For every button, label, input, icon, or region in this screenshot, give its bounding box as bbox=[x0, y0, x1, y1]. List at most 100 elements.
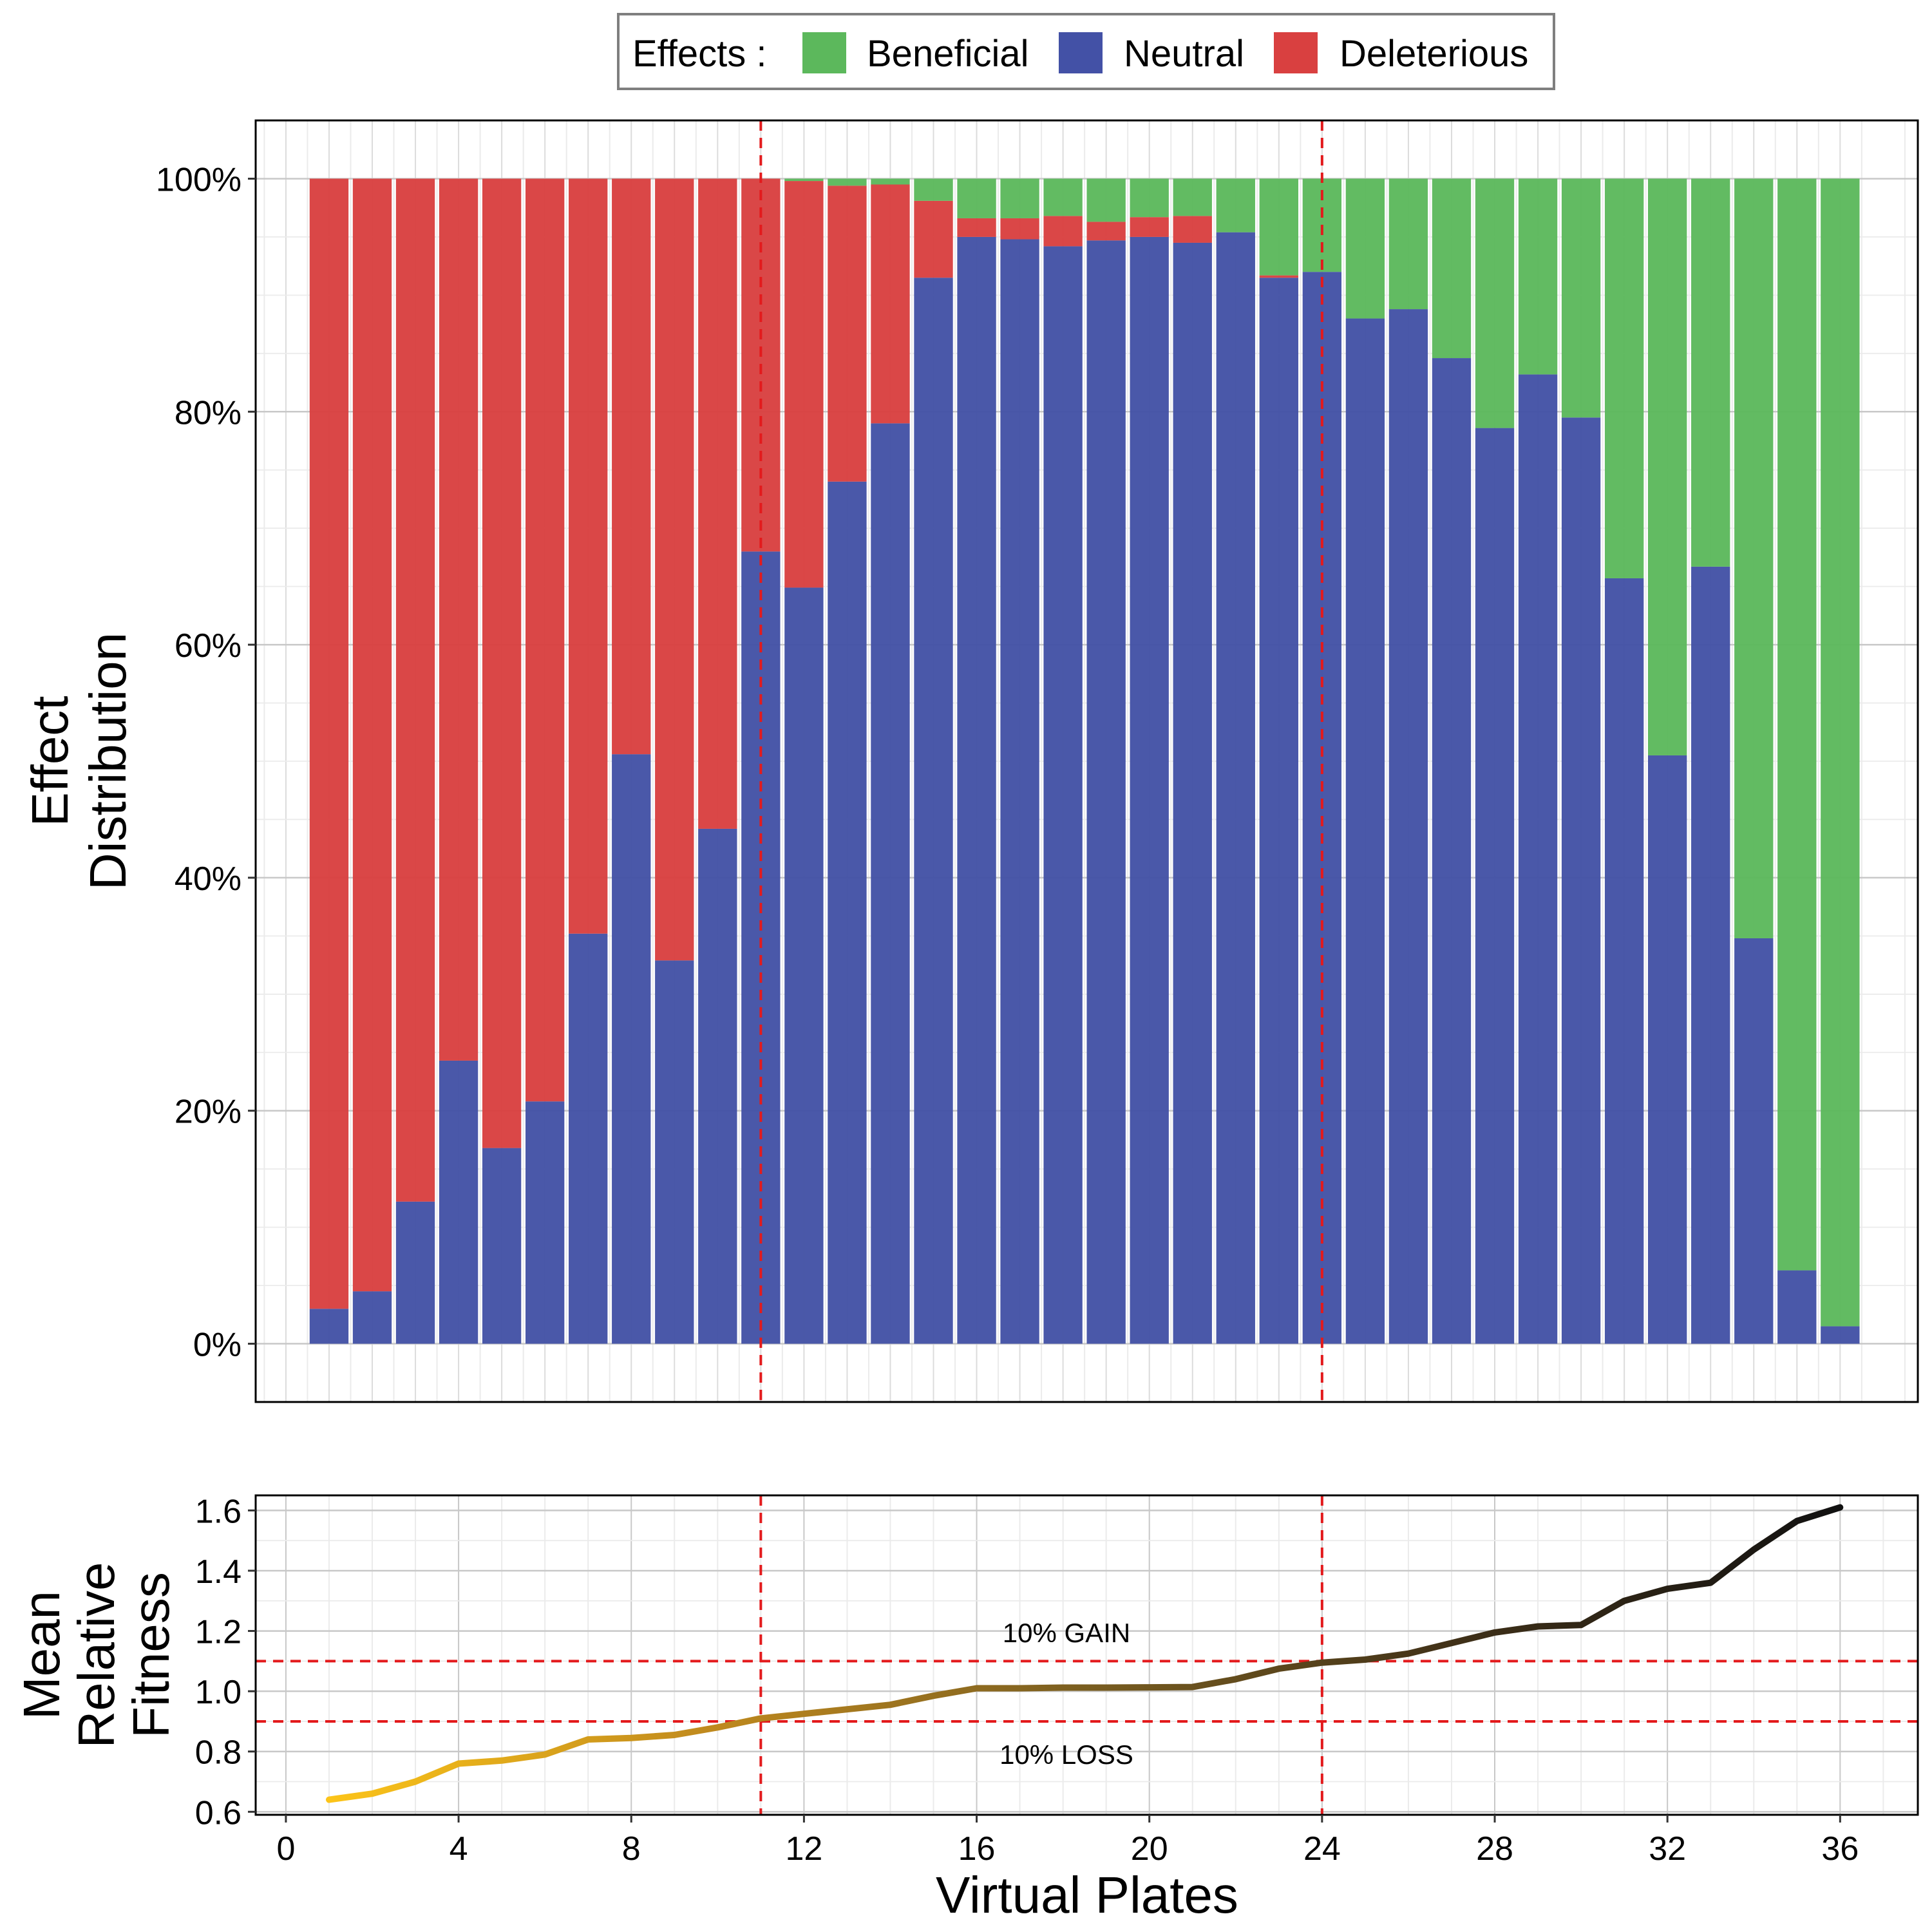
bar-neutral-plate-28 bbox=[1475, 428, 1515, 1344]
x-tick-label: 16 bbox=[958, 1830, 996, 1868]
top-y-axis-title-line2: Distribution bbox=[79, 632, 137, 890]
y-tick-label: 60% bbox=[175, 627, 242, 665]
bar-neutral-plate-7 bbox=[569, 933, 608, 1344]
bar-deleterious-plate-5 bbox=[482, 178, 522, 1148]
bottom-x-ticks: 0 4 8 12 16 20 24 28 32 36 bbox=[276, 1815, 1859, 1868]
top-y-axis-title: Effect Distribution bbox=[21, 632, 137, 890]
bar-neutral-plate-32 bbox=[1648, 755, 1687, 1344]
y-tick-label: 100% bbox=[156, 161, 242, 198]
bar-deleterious-plate-3 bbox=[395, 178, 435, 1202]
bar-beneficial-plate-31 bbox=[1604, 178, 1644, 578]
bar-neutral-plate-13 bbox=[828, 481, 867, 1344]
bar-neutral-plate-3 bbox=[395, 1201, 435, 1344]
bar-neutral-plate-14 bbox=[871, 423, 910, 1344]
legend-swatch-deleterious bbox=[1274, 32, 1318, 73]
bar-beneficial-plate-32 bbox=[1648, 178, 1687, 755]
bottom-panel-background bbox=[256, 1495, 1918, 1815]
bar-deleterious-plate-13 bbox=[828, 185, 867, 482]
bar-deleterious-plate-15 bbox=[914, 200, 953, 278]
y-tick-label: 20% bbox=[175, 1094, 242, 1131]
y-tick-label: 0.6 bbox=[195, 1794, 242, 1832]
bottom-y-axis-title-line2: Relative bbox=[68, 1562, 125, 1748]
x-tick-label: 12 bbox=[785, 1830, 822, 1868]
bar-neutral-plate-27 bbox=[1432, 358, 1472, 1344]
bottom-y-axis-title: Mean Relative Fitness bbox=[13, 1562, 180, 1748]
bar-beneficial-plate-17 bbox=[1000, 178, 1039, 218]
legend-title: Effects : bbox=[632, 33, 766, 75]
bar-deleterious-plate-9 bbox=[655, 178, 694, 961]
y-tick-label: 80% bbox=[175, 394, 242, 431]
bar-deleterious-plate-16 bbox=[957, 218, 996, 237]
bar-beneficial-plate-13 bbox=[828, 178, 867, 186]
bar-neutral-plate-16 bbox=[957, 236, 996, 1344]
x-tick-label: 28 bbox=[1476, 1830, 1513, 1868]
x-tick-label: 36 bbox=[1821, 1830, 1859, 1868]
bar-beneficial-plate-18 bbox=[1043, 178, 1083, 216]
bar-beneficial-plate-34 bbox=[1734, 178, 1774, 938]
bottom-panel-border bbox=[254, 1494, 1919, 1816]
bar-neutral-plate-6 bbox=[525, 1101, 565, 1344]
x-tick-label: 4 bbox=[450, 1830, 468, 1868]
bar-beneficial-plate-20 bbox=[1130, 178, 1169, 218]
bar-neutral-plate-15 bbox=[914, 278, 953, 1344]
bar-neutral-plate-17 bbox=[1000, 239, 1039, 1344]
bottom-reference-lines bbox=[256, 1495, 1918, 1815]
bar-beneficial-plate-28 bbox=[1475, 178, 1515, 428]
y-tick-label: 1.4 bbox=[195, 1553, 242, 1591]
bar-neutral-plate-9 bbox=[655, 960, 694, 1344]
bar-beneficial-plate-15 bbox=[914, 178, 953, 201]
bar-neutral-plate-23 bbox=[1259, 278, 1298, 1344]
mean-relative-fitness-panel: 10% GAIN 10% LOSS 0.6 0.8 1.0 1.2 1.4 1.6 0 4 8… bbox=[13, 1493, 1919, 1924]
bar-beneficial-plate-19 bbox=[1086, 178, 1126, 222]
bar-beneficial-plate-26 bbox=[1388, 178, 1428, 310]
bar-deleterious-plate-4 bbox=[439, 178, 478, 1061]
bar-deleterious-plate-1 bbox=[309, 178, 349, 1309]
bar-neutral-plate-36 bbox=[1821, 1326, 1860, 1344]
bar-deleterious-plate-12 bbox=[784, 181, 824, 588]
legend-label-neutral: Neutral bbox=[1124, 33, 1244, 75]
bar-beneficial-plate-22 bbox=[1216, 178, 1255, 232]
bar-neutral-plate-22 bbox=[1216, 232, 1255, 1344]
bar-neutral-plate-2 bbox=[352, 1291, 392, 1344]
bar-beneficial-plate-21 bbox=[1173, 178, 1212, 216]
x-axis-title: Virtual Plates bbox=[936, 1866, 1238, 1924]
y-tick-label: 40% bbox=[175, 860, 242, 898]
y-tick-label: 1.2 bbox=[195, 1614, 242, 1651]
bottom-y-axis-title-line1: Mean bbox=[13, 1591, 70, 1719]
x-tick-label: 24 bbox=[1303, 1830, 1341, 1868]
bar-deleterious-plate-23 bbox=[1259, 275, 1298, 278]
top-panel-border bbox=[254, 119, 1919, 1403]
bar-beneficial-plate-25 bbox=[1345, 178, 1385, 319]
bar-neutral-plate-10 bbox=[698, 828, 737, 1344]
bar-neutral-plate-18 bbox=[1043, 246, 1083, 1344]
bar-neutral-plate-20 bbox=[1130, 236, 1169, 1344]
top-phase-lines bbox=[759, 120, 1323, 1402]
bar-beneficial-plate-27 bbox=[1432, 178, 1472, 359]
bar-beneficial-plate-14 bbox=[871, 178, 910, 185]
bar-deleterious-plate-6 bbox=[525, 178, 565, 1102]
bar-deleterious-plate-18 bbox=[1043, 216, 1083, 247]
bar-deleterious-plate-8 bbox=[612, 178, 651, 755]
bar-neutral-plate-19 bbox=[1086, 240, 1126, 1344]
bar-neutral-plate-31 bbox=[1604, 578, 1644, 1344]
bar-beneficial-plate-35 bbox=[1777, 178, 1817, 1271]
x-tick-label: 0 bbox=[276, 1830, 295, 1868]
bar-beneficial-plate-23 bbox=[1259, 178, 1298, 276]
bar-neutral-plate-26 bbox=[1388, 309, 1428, 1344]
y-tick-label: 0.8 bbox=[195, 1734, 242, 1772]
effect-distribution-panel: 0% 20% 40% 60% 80% 100% Effect Distribution bbox=[21, 119, 1919, 1403]
bar-neutral-plate-34 bbox=[1734, 938, 1774, 1344]
bar-deleterious-plate-17 bbox=[1000, 218, 1039, 240]
x-tick-label: 32 bbox=[1649, 1830, 1686, 1868]
bar-neutral-plate-5 bbox=[482, 1148, 522, 1344]
bar-neutral-plate-1 bbox=[309, 1309, 349, 1344]
bar-neutral-plate-8 bbox=[612, 754, 651, 1344]
top-y-axis-title-line1: Effect bbox=[21, 696, 79, 826]
bar-deleterious-plate-7 bbox=[569, 178, 608, 934]
y-tick-label: 0% bbox=[193, 1327, 242, 1364]
gain-threshold-label: 10% GAIN bbox=[1003, 1618, 1130, 1648]
bar-neutral-plate-21 bbox=[1173, 242, 1212, 1344]
bar-beneficial-plate-33 bbox=[1691, 178, 1730, 567]
bar-neutral-plate-33 bbox=[1691, 566, 1730, 1344]
